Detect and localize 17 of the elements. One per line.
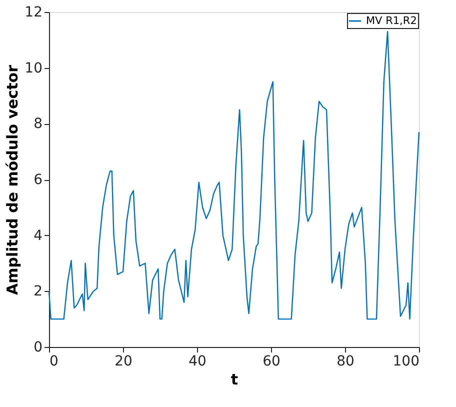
y-tick-label: 4 xyxy=(34,228,43,244)
y-tick-label: 10 xyxy=(24,60,42,76)
x-tick-label: 0 xyxy=(50,354,58,370)
x-tick-label: 60 xyxy=(262,354,280,370)
y-axis-title: Amplitud de módulo vector xyxy=(4,64,22,295)
y-tick-label: 12 xyxy=(24,4,42,20)
x-tick-label: 20 xyxy=(114,354,132,370)
legend-label: MV R1,R2 xyxy=(366,15,417,27)
x-tick-label: 80 xyxy=(336,354,354,370)
x-axis-title: t xyxy=(230,370,238,388)
y-tick-label: 8 xyxy=(34,116,42,132)
y-tick-label: 2 xyxy=(34,284,42,300)
x-tick-label: 40 xyxy=(188,354,206,370)
y-tick-label: 6 xyxy=(34,172,43,188)
y-tick-label: 0 xyxy=(34,340,42,356)
x-tick-label: 100 xyxy=(392,354,420,370)
line-series xyxy=(48,30,420,320)
